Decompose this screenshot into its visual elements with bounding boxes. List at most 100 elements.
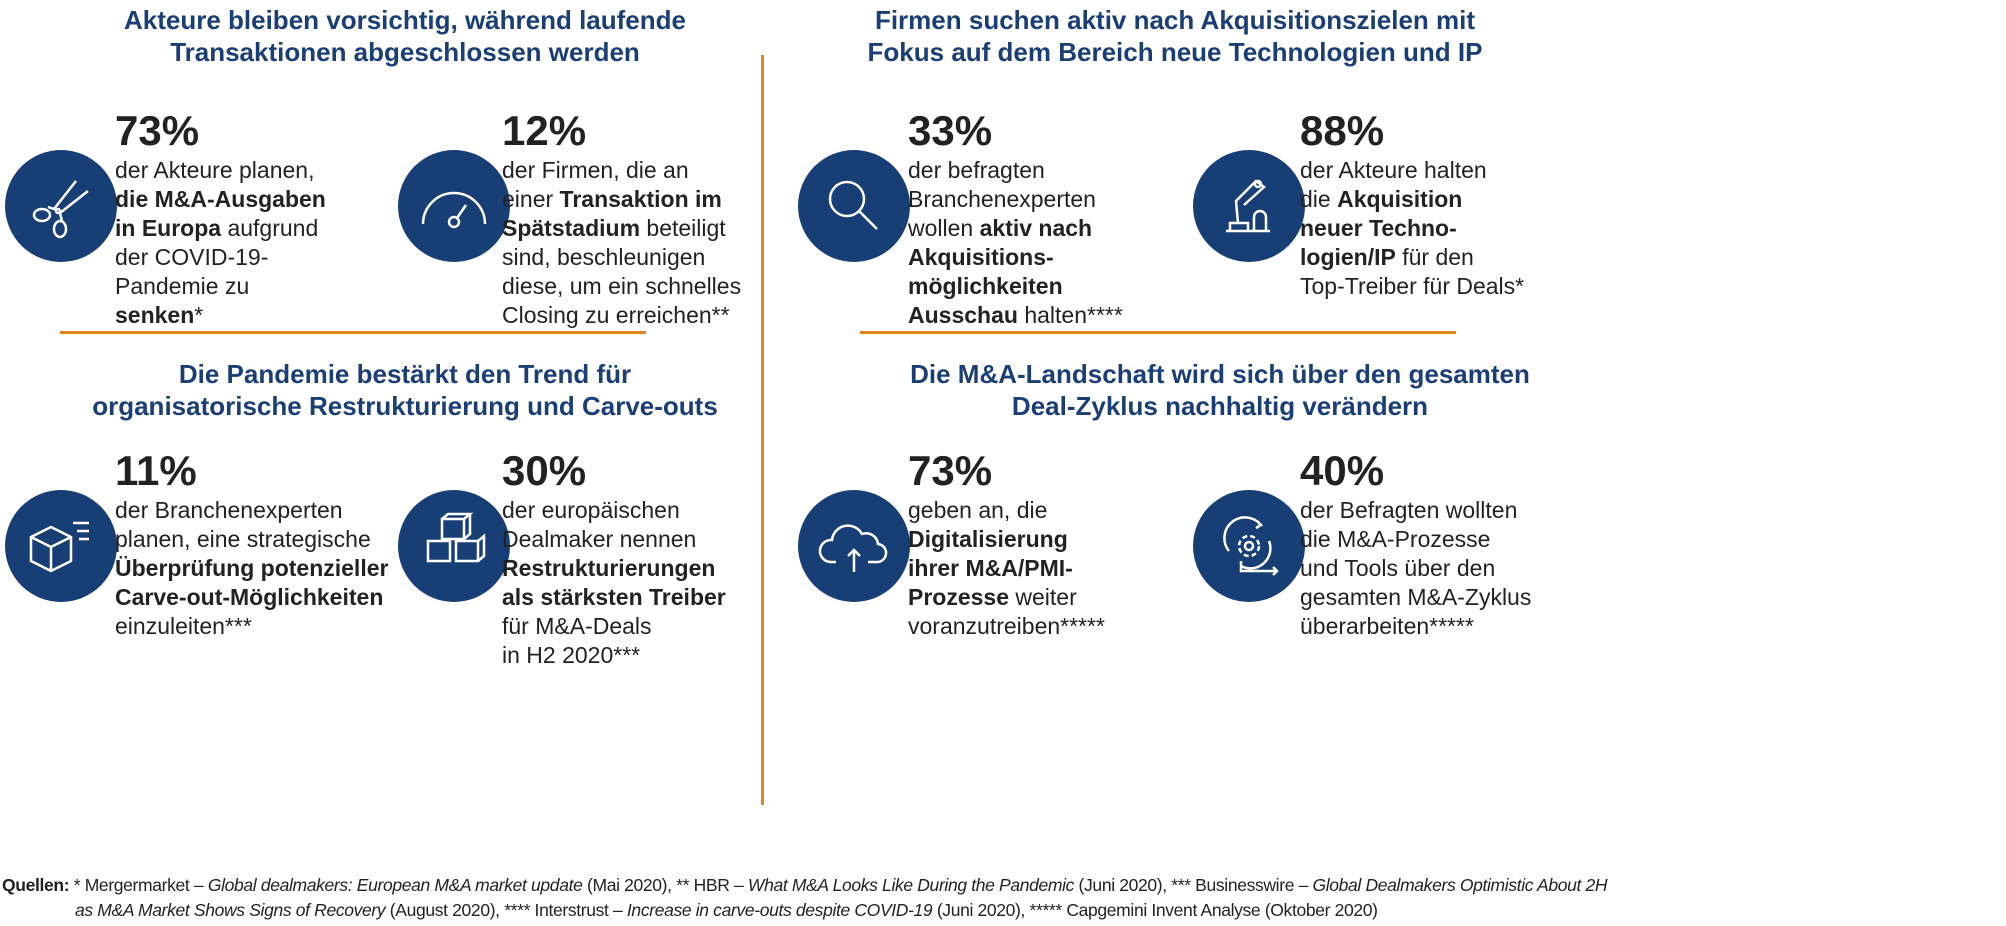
text-segment: Top-Treiber für Deals* [1300,273,1525,299]
text-segment: halten**** [1017,302,1123,328]
text-segment: * [194,302,204,328]
text-segment: Transaktion im [559,186,722,212]
footnote-line: as M&A Market Shows Signs of Recovery (A… [2,898,1607,923]
description-line: die Akquisition [1300,185,1524,214]
stat-value: 11% [115,447,197,494]
horizontal-divider-right [860,331,1456,334]
text-segment: einer [502,186,560,212]
text-segment: wollen [908,215,980,241]
footnote-segment: (Juni 2020), ***** Capgemini Invent Anal… [932,900,1378,920]
text-segment: planen, eine strategische [115,526,371,552]
text-segment: Akquisitions- [908,244,1054,270]
description-line: als stärksten Treiber [502,583,726,612]
text-segment: und Tools über den [1300,555,1496,581]
footnote-segment: (August 2020), **** Interstrust – [385,900,627,920]
description-line: der Akteure planen, [115,156,326,185]
section-title-technology: Firmen suchen aktiv nach Akquisitionszie… [830,4,1520,68]
footnote-segment: Increase in carve-outs despite COVID-19 [626,900,933,920]
text-segment: beteiligt [640,215,726,241]
stat-description: der befragten Branchenexperten wollen akti… [908,156,1123,330]
description-line: gesamten M&A-Zyklus [1300,583,1531,612]
stat-value: 30% [502,447,587,494]
cubes-icon [398,490,510,602]
stat-value: 73% [115,107,200,154]
description-line: Überprüfung potenzieller [115,554,388,583]
title-line: Akteure bleiben vorsichtig, während lauf… [123,5,686,35]
cloud-upload-icon [798,490,910,602]
text-segment: Dealmaker nennen [502,526,697,552]
stat-description: der Branchenexperten planen, eine strateg… [115,496,388,641]
description-line: der Branchenexperten [115,496,388,525]
horizontal-divider-left [60,331,646,334]
stat-description: der Akteure halten die Akquisition neuer T… [1300,156,1524,301]
description-line: geben an, die [908,496,1105,525]
text-segment: Pandemie zu [115,273,250,299]
description-line: Closing zu erreichen** [502,301,741,330]
footnote-segment: as M&A Market Shows Signs of Recovery [75,900,386,920]
text-segment: aktiv nach [979,215,1093,241]
title-line: Firmen suchen aktiv nach Akquisitionszie… [874,5,1476,35]
text-segment: der Firmen, die an [502,157,689,183]
description-line: die M&A-Ausgaben [115,185,326,214]
description-line: einzuleiten*** [115,612,388,641]
text-segment: der europäischen [502,497,680,523]
text-segment: Prozesse [908,584,1010,610]
gear-cycle-icon [1193,490,1305,602]
description-line: der befragten [908,156,1123,185]
description-line: überarbeiten***** [1300,612,1531,641]
description-line: Pandemie zu [115,272,326,301]
section-title-deal-cycle: Die M&A-Landschaft wird sich über den ge… [875,358,1565,422]
title-line: organisatorische Restrukturierung und Ca… [92,391,718,421]
text-segment: logien/IP [1300,244,1396,270]
box-icon [5,490,117,602]
text-segment: die M&A-Prozesse [1300,526,1491,552]
description-line: Branchenexperten [908,185,1123,214]
vertical-divider [761,55,764,805]
description-line: Ausschau halten**** [908,301,1123,330]
text-segment: der Akteure halten [1300,157,1487,183]
text-segment: der COVID-19- [115,244,269,270]
text-segment: die [1300,186,1338,212]
description-line: ihrer M&A/PMI- [908,554,1105,583]
description-line: voranzutreiben***** [908,612,1105,641]
text-segment: Spätstadium [502,215,641,241]
title-line: Transaktionen abgeschlossen werden [170,37,640,67]
text-segment: senken [115,302,195,328]
text-segment: Überprüfung potenzieller [115,555,389,581]
text-segment: gesamten M&A-Zyklus [1300,584,1532,610]
text-segment: für den [1395,244,1474,270]
title-line: Fokus auf dem Bereich neue Technologien … [867,37,1483,67]
text-segment: Restrukturierungen [502,555,716,581]
stat-description: der Befragten wollten die M&A-Prozesse und… [1300,496,1531,641]
description-line: für M&A-Deals [502,612,726,641]
title-line: Die Pandemie bestärkt den Trend für [178,359,632,389]
description-line: möglichkeiten [908,272,1123,301]
stat-description: geben an, die Digitalisierung ihrer M&A/PM… [908,496,1105,641]
stat-description: der Firmen, die an einer Transaktion im Sp… [502,156,741,330]
text-segment: die M&A-Ausgaben [115,186,326,212]
description-line: wollen aktiv nach [908,214,1123,243]
text-segment: der Branchenexperten [115,497,343,523]
stat-value: 88% [1300,107,1385,154]
description-line: senken* [115,301,326,330]
description-line: Prozesse weiter [908,583,1105,612]
text-segment: als stärksten Treiber [502,584,726,610]
text-segment: voranzutreiben***** [908,613,1105,639]
description-line: der Befragten wollten [1300,496,1531,525]
stat-value: 40% [1300,447,1385,494]
title-line: Deal-Zyklus nachhaltig verändern [1011,391,1429,421]
text-segment: möglichkeiten [908,273,1063,299]
description-line: planen, eine strategische [115,525,388,554]
description-line: der Firmen, die an [502,156,741,185]
description-line: Carve-out-Möglichkeiten [115,583,388,612]
text-segment: der Akteure planen, [115,157,315,183]
gauge-icon [398,150,510,262]
text-segment: Ausschau [908,302,1018,328]
text-segment: überarbeiten***** [1300,613,1474,639]
text-segment: der Befragten wollten [1300,497,1518,523]
stat-value: 33% [908,107,993,154]
footnote-segment: (Juni 2020), *** Businesswire – [1074,875,1313,895]
scissors-icon [5,150,117,262]
description-line: in Europa aufgrund [115,214,326,243]
text-segment: neuer Techno- [1300,215,1457,241]
